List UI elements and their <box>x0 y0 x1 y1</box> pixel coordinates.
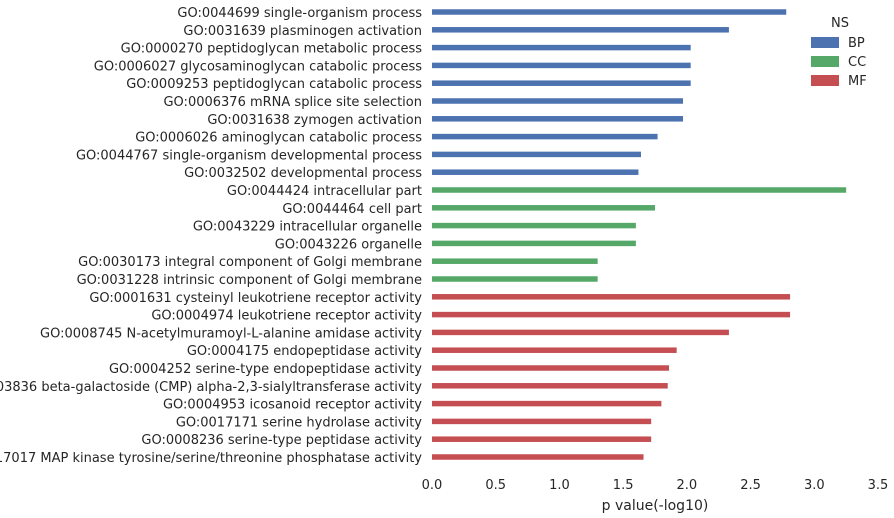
legend-label: MF <box>848 74 867 89</box>
x-tick-label: 1.5 <box>613 478 634 493</box>
bar <box>432 240 636 247</box>
bar <box>432 294 791 300</box>
legend-swatch <box>811 37 839 48</box>
x-tick-label: 3.5 <box>868 478 889 493</box>
legend-label: CC <box>848 55 866 70</box>
x-tick-label: 1.0 <box>549 478 570 493</box>
category-label: GO:0044464 cell part <box>282 202 422 217</box>
bar <box>432 187 847 193</box>
legend-title: NS <box>831 16 849 31</box>
category-label: GO:0031638 zymogen activation <box>207 113 422 128</box>
bar <box>432 62 691 69</box>
category-label: GO:0006376 mRNA splice site selection <box>163 95 422 110</box>
x-tick-label: 2.5 <box>740 478 761 493</box>
bar <box>432 44 691 51</box>
bar <box>432 347 677 353</box>
category-label: GO:0043226 organelle <box>275 237 422 252</box>
category-label: GO:0006026 aminoglycan catabolic process <box>135 131 422 146</box>
category-label: GO:0031639 plasminogen activation <box>183 24 422 39</box>
legend: NS BP CC MF <box>811 16 867 89</box>
bar <box>432 27 729 33</box>
bar <box>432 329 729 336</box>
category-label: GO:0004175 endopeptidase activity <box>187 344 422 359</box>
bar <box>432 365 670 371</box>
category-label: GO:0043229 intracellular organelle <box>193 220 422 235</box>
category-label: GO:0030173 integral component of Golgi m… <box>78 255 422 270</box>
category-label: GO:0000270 peptidoglycan metabolic proce… <box>121 42 423 57</box>
x-axis-title: p value(-log10) <box>602 498 709 514</box>
bar <box>432 9 787 15</box>
category-label: GO:0008236 serine-type peptidase activit… <box>141 433 422 448</box>
category-label: GO:0004252 serine-type endopeptidase act… <box>109 362 422 377</box>
bar <box>432 258 598 264</box>
bar <box>432 151 641 158</box>
x-tick-label: 0.0 <box>422 478 443 493</box>
bar <box>432 169 639 175</box>
category-label: GO:0004974 leukotriene receptor activity <box>151 309 422 324</box>
x-axis-ticks: 0.0 0.5 1.0 1.5 2.0 2.5 3.0 3.5 <box>422 478 889 493</box>
category-label: GO:0004953 icosanoid receptor activity <box>163 398 422 413</box>
category-label: GO:0001631 cysteinyl leukotriene recepto… <box>89 291 422 306</box>
bar <box>432 80 691 86</box>
category-label: GO:0008745 N-acetylmuramoyl-L-alanine am… <box>40 326 422 341</box>
category-label: GO:0009253 peptidoglycan catabolic proce… <box>126 77 422 92</box>
bar <box>432 116 684 122</box>
category-label: GO:0044699 single-organism process <box>177 6 422 21</box>
x-tick-label: 0.5 <box>485 478 506 493</box>
x-tick-label: 3.0 <box>804 478 825 493</box>
bar <box>432 454 644 460</box>
category-label: GO:0031228 intrinsic component of Golgi … <box>77 273 422 288</box>
x-tick-label: 2.0 <box>677 478 698 493</box>
category-label: GO:0044767 single-organism developmental… <box>76 148 422 163</box>
category-label: GO:0044424 intracellular part <box>227 184 422 199</box>
legend-swatch <box>811 75 839 86</box>
category-label: GO:0003836 beta-galactoside (CMP) alpha-… <box>0 380 422 395</box>
bar <box>432 400 662 407</box>
category-label: GO:0017171 serine hydrolase activity <box>176 415 422 430</box>
bar <box>432 98 684 104</box>
bars-layer <box>432 9 847 460</box>
bar <box>432 222 636 229</box>
bar <box>432 276 598 282</box>
category-label: GO:0017017 MAP kinase tyrosine/serine/th… <box>0 451 422 466</box>
bar <box>432 418 652 425</box>
category-label: GO:0006027 glycosaminoglycan catabolic p… <box>94 59 422 74</box>
legend-swatch <box>811 56 839 67</box>
bar <box>432 436 652 442</box>
bar <box>432 205 655 211</box>
category-labels: GO:0044699 single-organism process GO:003… <box>0 6 422 466</box>
bar <box>432 383 668 389</box>
legend-label: BP <box>848 36 865 51</box>
bar <box>432 133 658 140</box>
category-label: GO:0032502 developmental process <box>184 166 422 181</box>
bar <box>432 311 791 318</box>
